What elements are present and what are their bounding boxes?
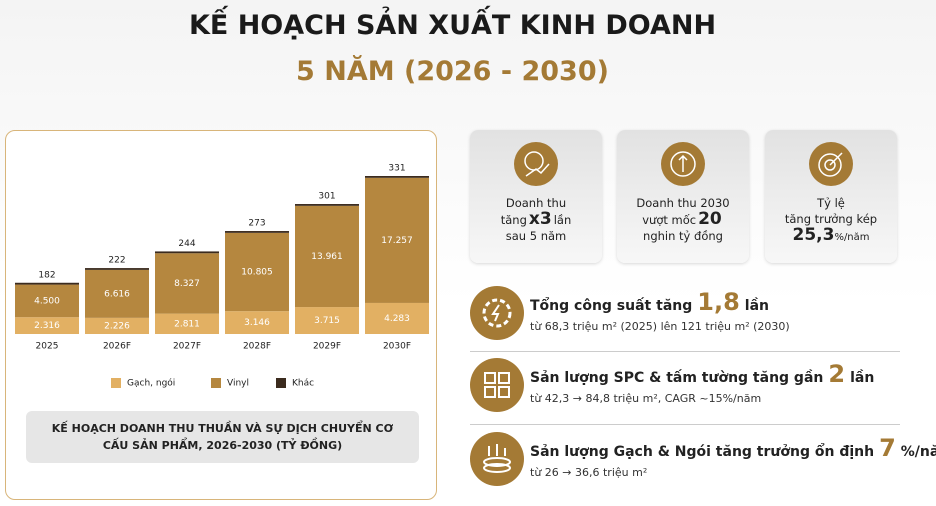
card: Tỷ lệ tăng trưởng kép 25,3%/năm bbox=[765, 130, 897, 263]
total-label: 182 bbox=[38, 270, 55, 280]
card-text: sau 5 năm bbox=[505, 229, 567, 243]
card-text: Doanh thu bbox=[505, 196, 567, 210]
x-tick-label: 2030F bbox=[383, 342, 411, 352]
x-tick-label: 2028F bbox=[243, 342, 271, 352]
legend-label: Vinyl bbox=[227, 379, 249, 389]
card-highlight: 20 bbox=[698, 209, 722, 229]
chart-panel: 2.316 4.500 182 2025 2.226 6.616 222 2026F 2.811… bbox=[5, 130, 437, 500]
bar-segment bbox=[155, 251, 219, 254]
data-label: 17.257 bbox=[381, 236, 413, 246]
card-text: Tỷ lệ bbox=[817, 196, 845, 210]
card: Doanh thu 2030 vượt mốc 20 nghin tỷ đồng bbox=[617, 130, 749, 263]
legend-label: Gạch, ngói bbox=[127, 378, 175, 389]
data-label: 2.226 bbox=[104, 321, 130, 331]
divider bbox=[470, 424, 900, 425]
bar-segment bbox=[295, 307, 359, 334]
bar-segment bbox=[155, 253, 219, 314]
legend-swatch bbox=[111, 378, 121, 388]
bar-segment bbox=[15, 317, 79, 334]
bar-segment bbox=[155, 313, 219, 334]
icon bbox=[470, 358, 524, 412]
stat-detail: từ 68,3 triệu m² (2025) lên 121 triệu m²… bbox=[530, 320, 790, 333]
data-label: 13.961 bbox=[311, 252, 343, 262]
stat-unit: lần bbox=[744, 298, 769, 314]
card-text: tăng bbox=[500, 213, 527, 227]
data-label: 4.500 bbox=[34, 296, 60, 306]
data-label: 8.327 bbox=[174, 279, 200, 289]
total-label: 244 bbox=[178, 239, 195, 249]
data-label: 10.805 bbox=[241, 268, 273, 278]
data-label: 2.316 bbox=[34, 321, 60, 331]
bar-segment bbox=[225, 231, 289, 233]
bar-segment bbox=[15, 282, 79, 285]
stat-heading: Tổng công suất tăng bbox=[530, 298, 693, 314]
stat-heading: Sản lượng SPC & tấm tường tăng gần bbox=[530, 370, 824, 386]
total-label: 301 bbox=[318, 192, 335, 202]
title: KẾ HOẠCH SẢN XUẤT KINH DOANH bbox=[188, 10, 717, 41]
total-label: 273 bbox=[248, 219, 265, 229]
subtitle: 5 NĂM (2026 - 2030) bbox=[296, 56, 609, 87]
bar-segment bbox=[15, 284, 79, 318]
card-text: tăng trưởng kép bbox=[784, 212, 878, 226]
card-text: vượt mốc bbox=[642, 213, 697, 227]
divider bbox=[470, 351, 900, 352]
chart: 2.316 4.500 182 2025 2.226 6.616 222 2026F 2.811… bbox=[15, 164, 429, 389]
bar-segment bbox=[295, 205, 359, 308]
stat-highlight: 2 bbox=[828, 360, 846, 388]
data-label: 4.283 bbox=[384, 314, 410, 324]
legend-swatch bbox=[276, 378, 286, 388]
legend-label: Khác bbox=[292, 379, 314, 389]
data-label: 3.715 bbox=[314, 316, 340, 326]
icon bbox=[470, 286, 524, 340]
card-highlight: x3 bbox=[528, 209, 552, 229]
x-tick-label: 2029F bbox=[313, 342, 341, 352]
stat-highlight: 7 bbox=[879, 434, 896, 462]
stat-detail: từ 26 → 36,6 triệu m² bbox=[530, 466, 648, 479]
stat-unit: lần bbox=[850, 370, 875, 386]
bar-segment bbox=[85, 317, 149, 334]
card-text: lần bbox=[553, 213, 572, 227]
stat-row: Sản lượng SPC & tấm tường tăng gần 2 lần t… bbox=[470, 358, 930, 418]
card-text: Doanh thu 2030 bbox=[636, 196, 730, 210]
x-tick-label: 2027F bbox=[173, 342, 201, 352]
card: Doanh thu tăng x3 lần sau 5 năm bbox=[470, 130, 602, 263]
card-highlight: 25,3 bbox=[792, 225, 835, 245]
x-tick-label: 2026F bbox=[103, 342, 131, 352]
stat-unit: %/năm bbox=[900, 444, 936, 460]
bar-segment bbox=[295, 204, 359, 206]
bar-segment bbox=[85, 268, 149, 270]
bar-segment bbox=[365, 176, 429, 178]
total-label: 222 bbox=[108, 256, 125, 266]
stat-heading: Sản lượng Gạch & Ngói tăng trưởng ổn địn… bbox=[530, 444, 875, 460]
bar-segment bbox=[365, 302, 429, 334]
data-label: 3.146 bbox=[244, 318, 270, 328]
icon bbox=[809, 142, 853, 186]
x-tick-label: 2025 bbox=[36, 342, 59, 352]
stat-row: Sản lượng Gạch & Ngói tăng trưởng ổn địn… bbox=[470, 432, 936, 492]
card-text: nghin tỷ đồng bbox=[643, 229, 723, 243]
card-text: %/năm bbox=[834, 232, 870, 243]
icon bbox=[514, 142, 558, 186]
bar-segment bbox=[365, 177, 429, 303]
stat-row: Tổng công suất tăng 1,8 lần từ 68,3 triệu … bbox=[470, 286, 930, 346]
chart-title: KẾ HOẠCH DOANH THU THUẦN VÀ SỰ DỊCH CHUY… bbox=[26, 411, 419, 463]
bar-segment bbox=[225, 311, 289, 334]
stat-detail: từ 42,3 → 84,8 triệu m², CAGR ~15%/năm bbox=[530, 392, 762, 405]
icon bbox=[661, 142, 705, 186]
total-label: 331 bbox=[388, 164, 405, 174]
stat-highlight: 1,8 bbox=[697, 288, 740, 316]
data-label: 6.616 bbox=[104, 289, 130, 299]
bar-segment bbox=[85, 269, 149, 318]
data-label: 2.811 bbox=[174, 319, 200, 329]
legend-swatch bbox=[211, 378, 221, 388]
icon bbox=[470, 432, 524, 486]
bar-segment bbox=[225, 232, 289, 312]
